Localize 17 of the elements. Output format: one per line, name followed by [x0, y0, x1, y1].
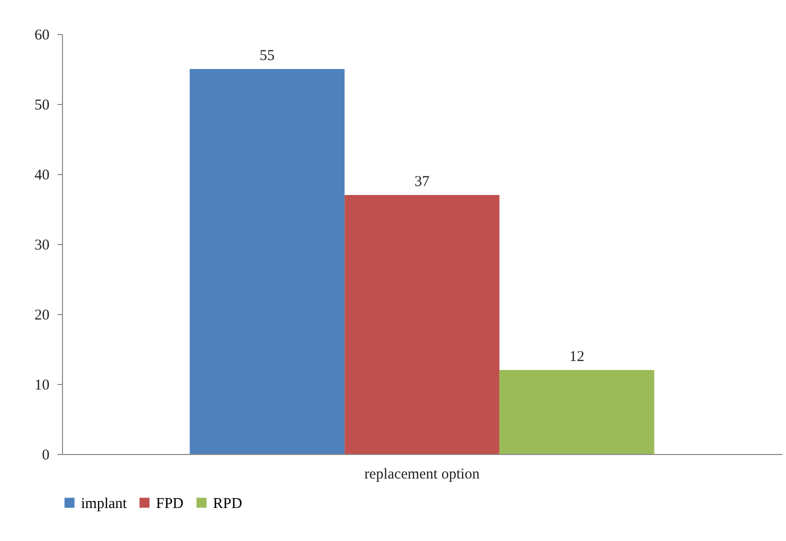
y-tick-label: 30	[34, 238, 50, 254]
data-label: 55	[260, 48, 275, 64]
bar	[344, 195, 500, 454]
bar	[190, 69, 345, 454]
y-tick-label: 60	[34, 28, 50, 44]
data-label: 12	[569, 349, 584, 365]
y-tick-label: 20	[34, 308, 50, 324]
y-tick-label: 10	[34, 378, 50, 394]
legend-label: FPD	[156, 496, 184, 512]
bar	[499, 370, 654, 454]
y-tick-label: 0	[42, 448, 50, 464]
y-tick-label: 50	[34, 98, 50, 114]
legend-label: RPD	[213, 496, 242, 512]
x-tick-label: replacement option	[364, 466, 480, 482]
legend-label: implant	[81, 496, 128, 512]
y-tick-label: 40	[34, 168, 50, 184]
data-label: 37	[414, 174, 430, 190]
